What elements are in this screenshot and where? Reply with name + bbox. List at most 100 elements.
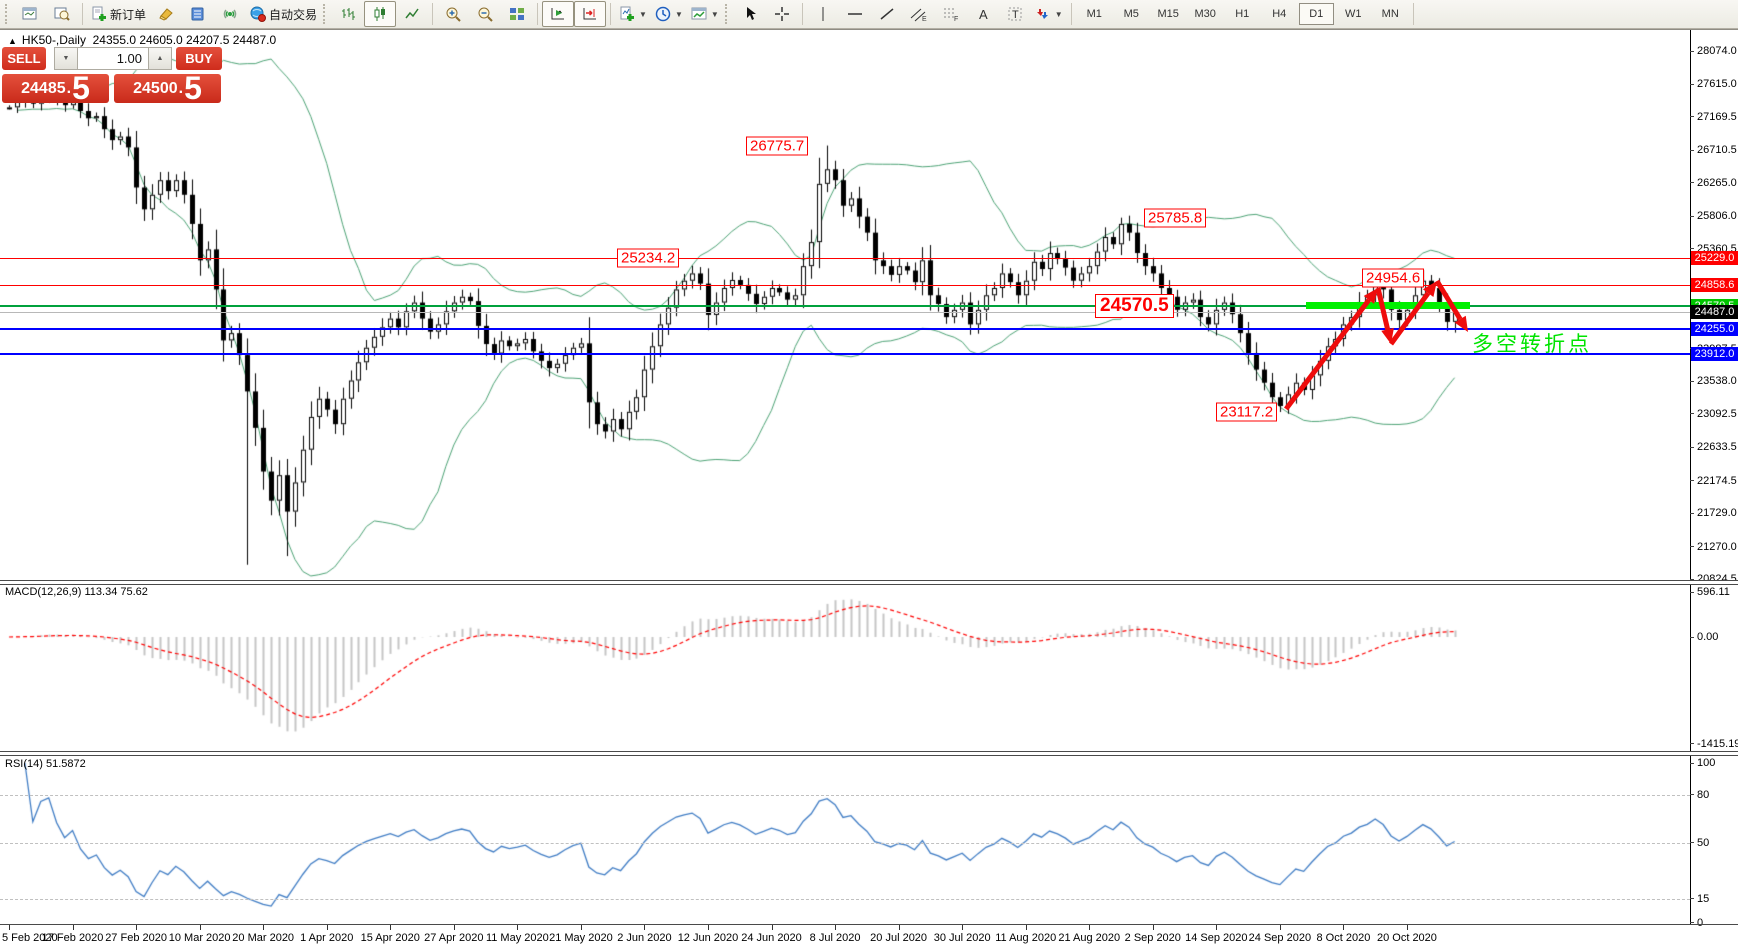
price-axis-tick: 22633.5 — [1697, 441, 1737, 454]
chart-annotation-text[interactable]: 多空转折点 — [1472, 333, 1592, 356]
ohlc-values: 24355.0 24605.0 24207.5 24487.0 — [92, 33, 277, 47]
price-axis-dash — [1690, 83, 1694, 85]
autoscroll-icon[interactable] — [542, 1, 575, 27]
chart-window-icon[interactable] — [14, 1, 46, 27]
zigzag-segment[interactable] — [1434, 279, 1463, 321]
vertical-line-tool-icon[interactable] — [807, 1, 839, 27]
text-tool-icon[interactable]: A — [967, 1, 999, 27]
text-label-tool-icon[interactable]: T — [999, 1, 1031, 27]
timeframe-m1[interactable]: M1 — [1086, 8, 1102, 20]
candlestick-mode-icon[interactable] — [364, 1, 397, 27]
volume-input[interactable]: 1.00 — [78, 47, 148, 70]
price-axis-dash — [1690, 149, 1694, 151]
volume-increase-button[interactable]: ▲ — [148, 47, 172, 70]
date-axis-label: 11 May 2020 — [485, 932, 549, 944]
timeframe-h1[interactable]: H1 — [1235, 8, 1250, 20]
price-callout[interactable]: 24570.5 — [1095, 294, 1174, 319]
zoom-in-icon[interactable] — [437, 1, 469, 27]
timeframe-m15[interactable]: M15 — [1157, 8, 1179, 20]
bar-chart-mode-icon[interactable] — [332, 1, 364, 27]
buy-price-fraction: 5 — [184, 70, 202, 106]
price-axis-dash — [1690, 248, 1694, 250]
date-axis-label: 1 Apr 2020 — [300, 932, 354, 944]
timeframe-m30[interactable]: M30 — [1194, 8, 1216, 20]
price-level-tag: 24858.6 — [1691, 278, 1738, 293]
level-line[interactable] — [0, 328, 1690, 331]
line-chart-mode-icon[interactable] — [396, 1, 428, 27]
autotrading-button[interactable]: 自动交易 — [246, 1, 321, 27]
indicators-button[interactable]: ▼ — [615, 1, 651, 27]
chart-shift-icon[interactable] — [574, 1, 607, 27]
price-axis-line[interactable] — [1690, 30, 1691, 925]
price-axis-dash — [1690, 480, 1694, 482]
zoom-out-icon[interactable] — [469, 1, 501, 27]
zigzag-segment[interactable] — [1284, 298, 1371, 411]
timeframe-m5[interactable]: M5 — [1123, 8, 1139, 20]
level-line[interactable] — [0, 353, 1690, 356]
depth-of-market-icon[interactable] — [182, 1, 214, 27]
sell-price-box[interactable]: 24485. 5 — [2, 72, 109, 104]
symbol-dropdown-icon[interactable]: ▲ — [8, 36, 17, 46]
trendline-tool-icon[interactable] — [871, 1, 903, 27]
buy-price-box[interactable]: 24500. 5 — [114, 70, 221, 106]
timeframe-d1[interactable]: D1 — [1298, 3, 1334, 25]
price-callout[interactable]: 24954.6 — [1362, 268, 1425, 288]
date-axis-label: 14 Sep 2020 — [1185, 932, 1248, 944]
templates-caret-icon: ▼ — [710, 9, 719, 19]
toolbar-grip — [5, 4, 10, 24]
timeframe-w1[interactable]: W1 — [1344, 8, 1362, 20]
price-callout[interactable]: 25234.2 — [617, 248, 680, 268]
level-line[interactable] — [0, 305, 1690, 308]
equidistant-channel-tool-icon[interactable]: E — [903, 1, 935, 27]
svg-text:E: E — [922, 16, 927, 22]
price-callout[interactable]: 25785.8 — [1144, 208, 1207, 228]
tile-windows-icon[interactable] — [501, 1, 533, 27]
crosshair-tool-icon[interactable] — [766, 1, 798, 27]
new-order-button[interactable]: 新订单 — [87, 1, 150, 27]
arrows-tool-button[interactable]: ▼ — [1031, 1, 1067, 27]
volume-stepper: ▼ 1.00 ▲ — [54, 47, 172, 70]
timeframe-mn[interactable]: MN — [1381, 8, 1399, 20]
rsi-axis-tick: 80 — [1697, 788, 1710, 801]
templates-button[interactable]: ▼ — [687, 1, 723, 27]
svg-text:A: A — [979, 7, 988, 22]
price-axis-dash — [1690, 182, 1694, 184]
sell-button[interactable]: SELL — [2, 47, 46, 70]
horizontal-line-tool-icon[interactable] — [839, 1, 871, 27]
buy-button[interactable]: BUY — [176, 47, 222, 70]
rsi-axis-tick: 15 — [1697, 892, 1710, 905]
signal-icon[interactable] — [214, 1, 246, 27]
date-axis-label: 27 Feb 2020 — [105, 932, 167, 944]
date-axis-label: 8 Jul 2020 — [809, 932, 861, 944]
level-line[interactable] — [0, 257, 1690, 259]
sell-price-main: 24485 — [21, 80, 66, 97]
eraser-icon[interactable] — [150, 1, 182, 27]
data-window-icon[interactable] — [46, 1, 78, 27]
indicators-caret-icon: ▼ — [639, 9, 647, 19]
periods-button[interactable]: ▼ — [651, 1, 687, 27]
date-axis-tick-mark — [453, 925, 455, 930]
price-axis-tick: 21729.0 — [1697, 507, 1737, 520]
price-callout[interactable]: 26775.7 — [746, 136, 809, 156]
timeframe-h4[interactable]: H4 — [1272, 8, 1287, 20]
volume-decrease-button[interactable]: ▼ — [54, 47, 78, 70]
date-axis-tick-mark — [517, 925, 519, 930]
fibonacci-tool-icon[interactable]: F — [935, 1, 967, 27]
rsi-value: 51.5872 — [45, 758, 86, 770]
date-axis-tick-mark — [1025, 925, 1027, 930]
level-line[interactable] — [0, 284, 1690, 286]
sell-price-dot: . — [66, 80, 72, 97]
price-callout[interactable]: 23117.2 — [1216, 402, 1278, 422]
highlight-bar[interactable] — [1306, 301, 1470, 309]
macd-rsi-separator[interactable] — [0, 751, 1738, 756]
cursor-tool-icon[interactable] — [734, 1, 766, 27]
date-axis-tick-mark — [326, 925, 328, 930]
zigzag-segment[interactable] — [1375, 287, 1391, 330]
zigzag-segment[interactable] — [1388, 291, 1431, 346]
main-macd-separator[interactable] — [0, 580, 1738, 585]
date-axis-tick-mark — [1152, 925, 1154, 930]
date-axis-label: 20 Jul 2020 — [870, 932, 928, 944]
